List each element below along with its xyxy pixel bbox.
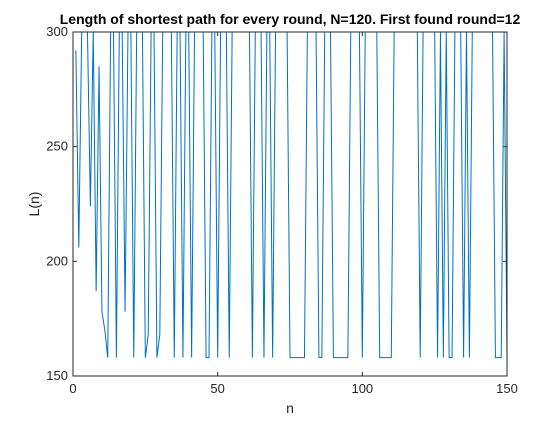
chart-title: Length of shortest path for every round,… <box>60 11 521 27</box>
y-axis-label: L(n) <box>26 192 42 217</box>
data-layer <box>75 31 508 359</box>
y-tick-label: 150 <box>46 368 68 383</box>
plot-frame <box>72 31 508 377</box>
y-tick-label: 200 <box>46 253 68 268</box>
y-tick-label: 300 <box>46 24 68 39</box>
x-tick-label: 150 <box>496 381 518 396</box>
x-tick-label: 100 <box>351 381 373 396</box>
ticks-layer: 0 50 100 150 150 200 250 300 <box>46 24 518 396</box>
y-tick-label: 250 <box>46 139 68 154</box>
x-tick-label: 0 <box>69 381 76 396</box>
x-axis-label: n <box>286 400 294 416</box>
x-tick-label: 50 <box>210 381 224 396</box>
series-line <box>75 31 508 359</box>
